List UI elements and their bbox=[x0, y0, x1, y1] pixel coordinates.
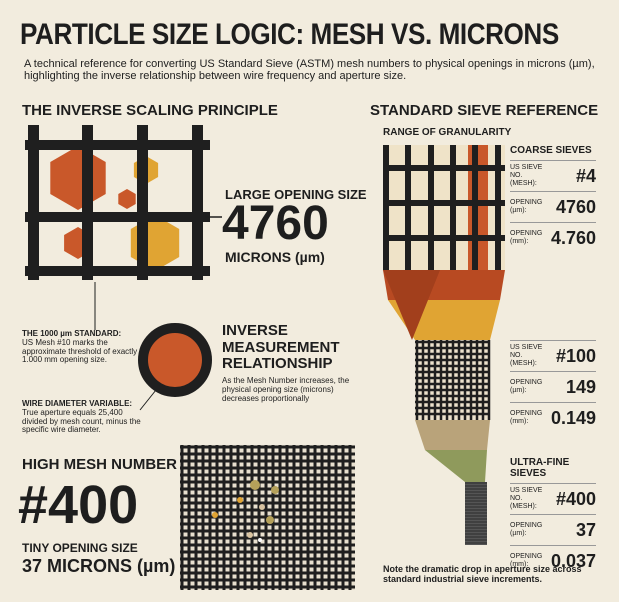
wire bbox=[137, 125, 148, 280]
particle bbox=[271, 486, 279, 494]
particle bbox=[50, 146, 106, 210]
funnel bbox=[383, 270, 440, 340]
row-label: US SIEVE NO. (MESH): bbox=[510, 344, 543, 368]
label: TINY OPENING SIZE bbox=[22, 541, 138, 555]
wire bbox=[82, 125, 93, 280]
note-title: THE 1000 µm STANDARD: bbox=[22, 329, 122, 338]
wire bbox=[383, 235, 505, 241]
sieve-row: US SIEVE NO. (MESH): #400 bbox=[510, 483, 596, 514]
aperture-icon bbox=[138, 323, 212, 397]
row-label: OPENING (mm): bbox=[510, 553, 543, 569]
sieve-row: OPENING (mm): 4.760 bbox=[510, 222, 596, 253]
sieve-row: OPENING (µm): 149 bbox=[510, 371, 596, 402]
particle bbox=[237, 497, 243, 503]
subheading: RANGE OF GRANULARITY bbox=[383, 127, 512, 138]
particle bbox=[118, 189, 136, 209]
sieve-row: OPENING (µm): 4760 bbox=[510, 191, 596, 222]
row-label: OPENING (µm): bbox=[510, 199, 543, 215]
row-value: #400 bbox=[555, 488, 596, 509]
title: PARTICLE SIZE LOGIC: MESH VS. MICRONS bbox=[20, 18, 559, 51]
subtitle: A technical reference for converting US … bbox=[24, 58, 595, 83]
sieve-row: OPENING (mm): 0.149 bbox=[510, 402, 596, 433]
row-value: 149 bbox=[565, 376, 596, 397]
wire bbox=[383, 145, 389, 270]
microns: 37 MICRONS (µm) bbox=[22, 556, 176, 576]
note-title: WIRE DIAMETER VARIABLE: bbox=[22, 399, 133, 408]
wire bbox=[383, 200, 505, 206]
particle bbox=[212, 512, 218, 518]
sieve-row: OPENING (µm): 37 bbox=[510, 514, 596, 545]
big-value: #400 bbox=[18, 475, 139, 535]
row-label: OPENING (mm): bbox=[510, 410, 543, 426]
section-heading: STANDARD SIEVE REFERENCE bbox=[370, 102, 599, 119]
row-value: 4760 bbox=[555, 196, 596, 217]
row-value: 0.037 bbox=[550, 550, 596, 571]
funnel bbox=[425, 450, 487, 482]
sieve-row: US SIEVE NO. (MESH): #4 bbox=[510, 160, 596, 191]
row-value: #4 bbox=[575, 165, 596, 186]
row-value: 37 bbox=[575, 519, 596, 540]
particle bbox=[266, 516, 274, 524]
big-value: 4760 bbox=[222, 197, 329, 250]
wire bbox=[383, 165, 505, 171]
section-heading: THE INVERSE SCALING PRINCIPLE bbox=[22, 102, 278, 119]
row-label: US SIEVE NO. (MESH): bbox=[510, 164, 543, 188]
particle bbox=[250, 480, 260, 490]
wire bbox=[495, 145, 501, 270]
sieve-title: COARSE SIEVES bbox=[510, 145, 592, 156]
row-value: #100 bbox=[555, 345, 596, 366]
footnote: Note the dramatic drop in aperture size … bbox=[383, 564, 582, 584]
particle bbox=[258, 538, 262, 542]
sieve-table: COARSE SIEVES US SIEVE NO. (MESH): #4 OPENI… bbox=[510, 145, 596, 253]
row-label: OPENING (µm): bbox=[510, 522, 543, 538]
sieve-table: ULTRA-FINE SIEVES US SIEVE NO. (MESH): #40… bbox=[510, 457, 596, 576]
row-label: US SIEVE NO. (MESH): bbox=[510, 487, 543, 511]
wire bbox=[428, 145, 434, 270]
wire bbox=[450, 145, 456, 270]
funnel bbox=[415, 420, 490, 450]
sieve-row: OPENING (mm): 0.037 bbox=[510, 545, 596, 576]
row-value: 4.760 bbox=[550, 227, 596, 248]
row-label: OPENING (mm): bbox=[510, 230, 543, 246]
note-text: True aperture equals 25,400 divided by m… bbox=[22, 407, 141, 435]
unit: MICRONS (µm) bbox=[225, 249, 325, 265]
inverse-title: INVERSE MEASUREMENT RELATIONSHIP bbox=[222, 322, 340, 372]
sieve-row: US SIEVE NO. (MESH): #100 bbox=[510, 340, 596, 371]
wire bbox=[25, 212, 210, 222]
wire bbox=[25, 140, 210, 150]
sieve-title: ULTRA-FINE SIEVES bbox=[510, 457, 570, 479]
label: HIGH MESH NUMBER bbox=[22, 456, 178, 473]
row-label: OPENING (µm): bbox=[510, 379, 543, 395]
wire bbox=[25, 266, 210, 276]
row-value: 0.149 bbox=[550, 407, 596, 428]
sieve-table: US SIEVE NO. (MESH): #100 OPENING (µm): 149… bbox=[510, 340, 596, 433]
wire bbox=[192, 125, 203, 280]
note-text: US Mesh #10 marks the approximate thresh… bbox=[22, 337, 138, 365]
wire bbox=[28, 125, 39, 280]
particle bbox=[259, 504, 265, 510]
wire bbox=[472, 145, 478, 270]
particle bbox=[247, 532, 253, 538]
label: LARGE OPENING SIZE bbox=[225, 187, 367, 202]
wire bbox=[405, 145, 411, 270]
inverse-text: As the Mesh Number increases, the physic… bbox=[222, 376, 350, 403]
